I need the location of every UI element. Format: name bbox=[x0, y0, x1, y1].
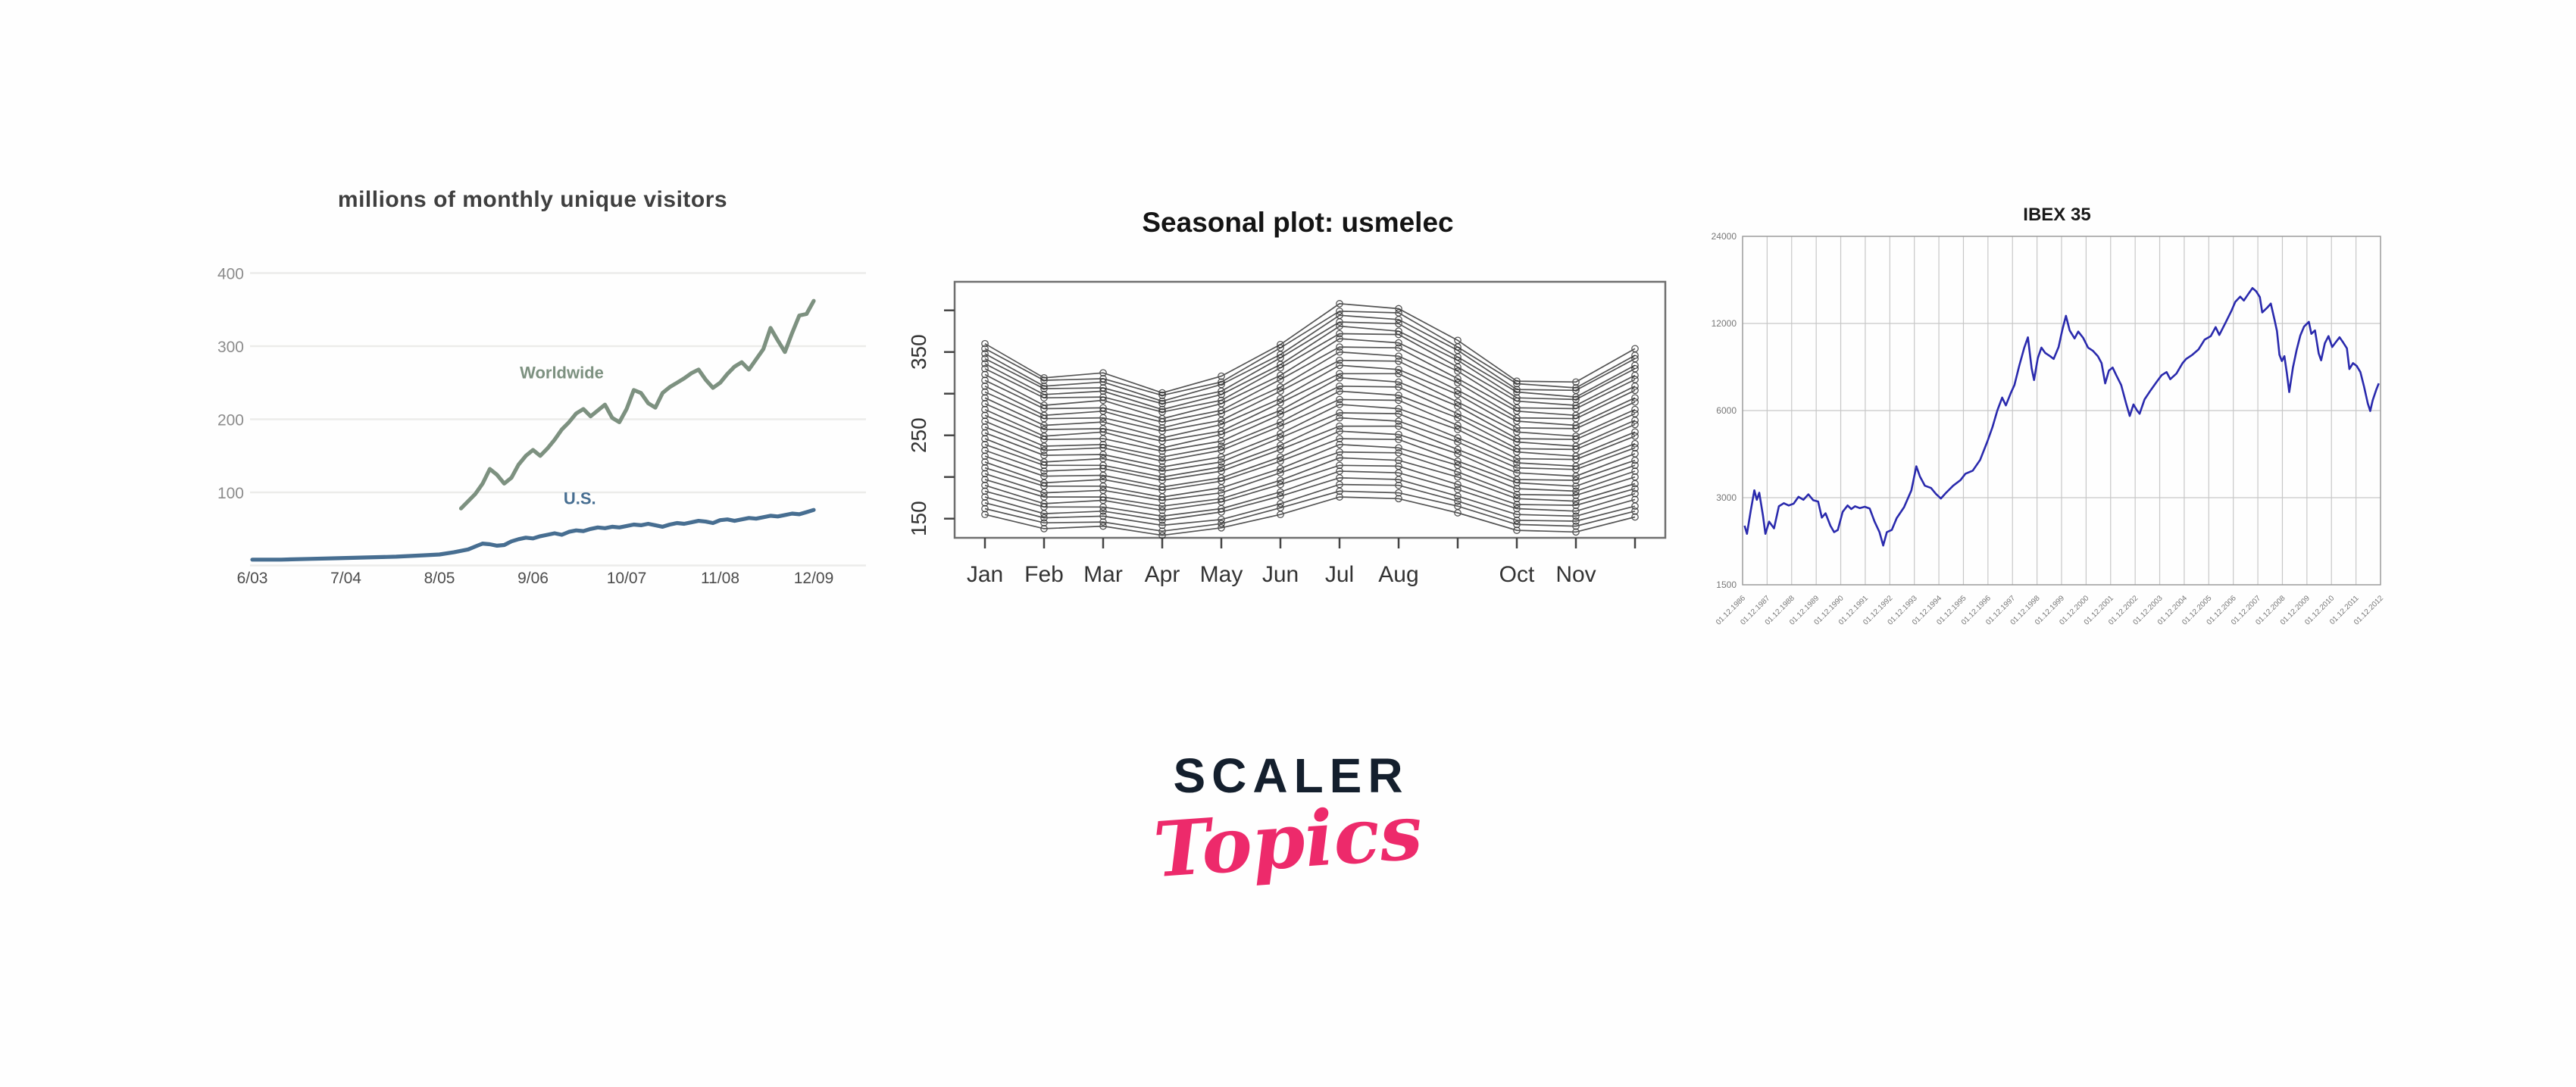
svg-text:350: 350 bbox=[907, 334, 930, 370]
svg-text:11/08: 11/08 bbox=[701, 570, 739, 587]
svg-text:150: 150 bbox=[907, 501, 930, 536]
svg-text:U.S.: U.S. bbox=[564, 489, 596, 508]
svg-text:9/06: 9/06 bbox=[517, 570, 549, 587]
svg-text:Jan: Jan bbox=[967, 562, 1003, 587]
visitors-y-axis-labels: 100 200 300 400 bbox=[217, 266, 244, 503]
ibex-chart: 24000 12000 6000 3000 1500 01.12.198601.12.19… bbox=[1712, 231, 2386, 627]
visitors-series-labels: Worldwide U.S. bbox=[520, 363, 604, 508]
svg-text:1500: 1500 bbox=[1716, 579, 1737, 590]
logo-subtitle-text: Topics bbox=[1150, 786, 1426, 895]
seasonal-year-lines bbox=[981, 300, 1639, 539]
logo-brand-text: SCALER bbox=[1173, 748, 1409, 803]
visitors-chart-title: millions of monthly unique visitors bbox=[337, 187, 728, 212]
svg-text:250: 250 bbox=[907, 417, 930, 453]
svg-text:Nov: Nov bbox=[1555, 562, 1596, 587]
svg-text:12/09: 12/09 bbox=[794, 570, 834, 587]
svg-text:6000: 6000 bbox=[1716, 405, 1737, 416]
svg-text:24000: 24000 bbox=[1712, 231, 1737, 242]
svg-text:Oct: Oct bbox=[1499, 562, 1535, 587]
svg-text:May: May bbox=[1200, 562, 1243, 587]
svg-text:Feb: Feb bbox=[1024, 562, 1064, 587]
visitors-x-axis-labels: 6/03 7/04 8/05 9/06 10/07 11/08 12/09 bbox=[237, 570, 834, 587]
ibex-x-axis-labels: 01.12.198601.12.198701.12.198801.12.1989… bbox=[1715, 594, 2385, 626]
svg-text:12000: 12000 bbox=[1712, 318, 1737, 329]
svg-text:300: 300 bbox=[217, 339, 244, 356]
seasonal-axes: 150 250 350 Jan Feb Mar Apr May Jun Jul Aug Oct Nov bbox=[907, 280, 1667, 587]
svg-text:10/07: 10/07 bbox=[607, 570, 647, 587]
visitors-gridlines bbox=[250, 272, 866, 567]
seasonal-chart: 150 250 350 Jan Feb Mar Apr May Jun Jul Aug Oct Nov bbox=[907, 280, 1667, 587]
svg-text:8/05: 8/05 bbox=[424, 570, 455, 587]
ibex-chart-title: IBEX 35 bbox=[2023, 205, 2091, 225]
svg-text:6/03: 6/03 bbox=[237, 570, 268, 587]
ibex-price-line bbox=[1743, 287, 2380, 547]
svg-text:Apr: Apr bbox=[1145, 562, 1180, 587]
worldwide-line bbox=[458, 298, 816, 511]
us-line bbox=[250, 508, 816, 562]
scaler-topics-logo: SCALER Topics bbox=[1076, 748, 1500, 895]
visitors-chart: 100 200 300 400 6/03 7/04 8/05 9/06 10/07 11/08 12… bbox=[217, 266, 866, 587]
svg-text:200: 200 bbox=[217, 412, 244, 429]
svg-text:400: 400 bbox=[217, 266, 244, 283]
ibex-y-axis-labels: 24000 12000 6000 3000 1500 bbox=[1712, 231, 1737, 590]
svg-text:Aug: Aug bbox=[1378, 562, 1418, 587]
svg-text:100: 100 bbox=[217, 485, 244, 502]
seasonal-chart-title: Seasonal plot: usmelec bbox=[1142, 207, 1454, 238]
svg-text:Jun: Jun bbox=[1262, 562, 1299, 587]
svg-text:Worldwide: Worldwide bbox=[520, 363, 604, 382]
svg-text:Mar: Mar bbox=[1083, 562, 1123, 587]
svg-text:3000: 3000 bbox=[1716, 492, 1737, 503]
svg-text:Jul: Jul bbox=[1325, 562, 1354, 587]
ibex-gridlines bbox=[1742, 236, 2381, 586]
svg-text:7/04: 7/04 bbox=[330, 570, 361, 587]
